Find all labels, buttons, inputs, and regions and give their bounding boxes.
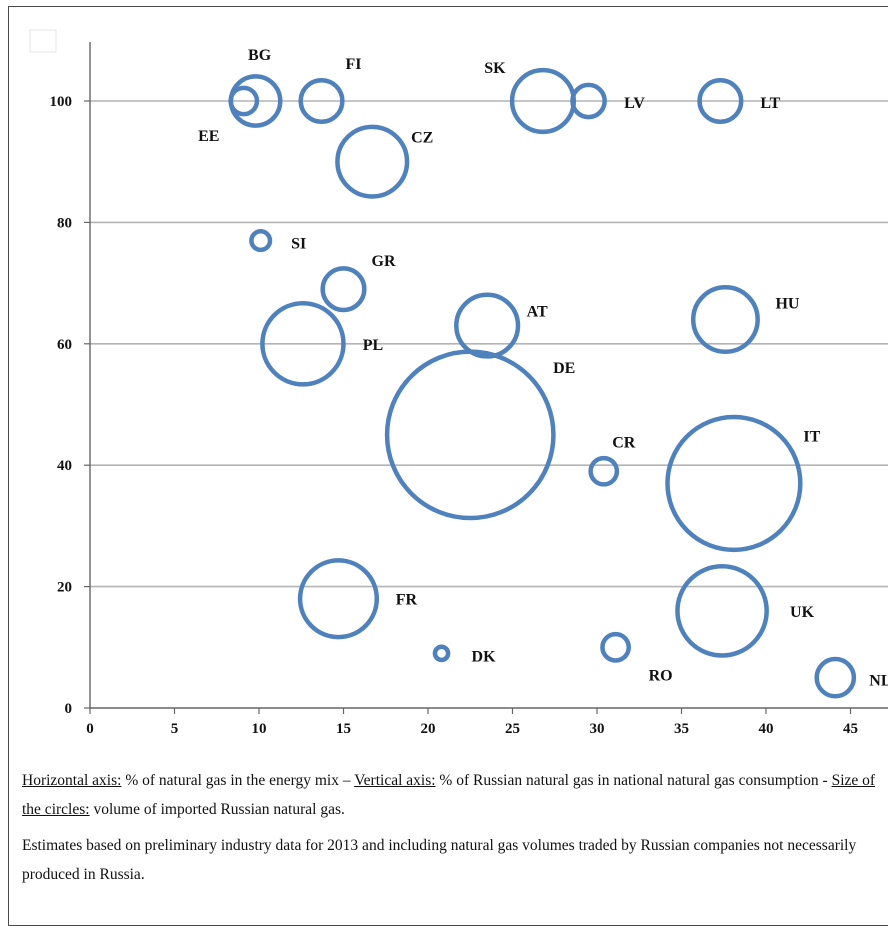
y-tick-label: 100 xyxy=(50,94,73,110)
bubble-label-uk: UK xyxy=(790,604,815,621)
x-tick-label: 45 xyxy=(843,721,858,737)
bubble-label-gr: GR xyxy=(372,253,396,270)
y-tick-label: 60 xyxy=(57,337,72,353)
bubble-label-fr: FR xyxy=(396,592,418,609)
bubble-cz xyxy=(335,124,410,199)
x-tick-label: 20 xyxy=(421,721,436,737)
note-vertical-axis-text: % of Russian natural gas in national nat… xyxy=(435,772,832,789)
bubble-it xyxy=(665,414,803,553)
bubble-label-cz: CZ xyxy=(411,130,433,147)
bubble-label-cr: CR xyxy=(612,434,636,451)
y-tick-label: 80 xyxy=(57,215,72,231)
bubble-gr xyxy=(320,266,367,313)
bubble-label-nl: NL xyxy=(869,673,888,690)
bubble-label-it: IT xyxy=(803,428,820,445)
y-tick-labels: 0 20 40 60 80 100 xyxy=(50,94,73,717)
bubble-label-ro: RO xyxy=(649,667,673,684)
axis-explanation: Horizontal axis: % of natural gas in the… xyxy=(22,766,882,824)
bubble-hu xyxy=(690,285,760,354)
axis-notes: Horizontal axis: % of natural gas in the… xyxy=(22,766,882,889)
bubble-cr xyxy=(588,455,620,487)
note-vertical-axis-label: Vertical axis: xyxy=(354,772,436,789)
bubble-at xyxy=(454,292,521,359)
data-source-note: Estimates based on preliminary industry … xyxy=(22,837,857,883)
x-tick-label: 30 xyxy=(590,721,605,737)
bubble-chart: 0 20 40 60 80 100 0 5 10 15 20 25 30 35 40 45 EE BG FI SK… xyxy=(29,29,888,737)
bubble-labels: EE BG FI SK LV LT CZ SI GR AT HU PL DE CR IT FR UK RO DK NL xyxy=(198,47,888,690)
x-tick-label: 10 xyxy=(252,721,267,737)
bubble-bg xyxy=(228,74,283,128)
x-tick-label: 25 xyxy=(505,721,520,737)
bubble-label-lt: LT xyxy=(760,95,780,112)
axes xyxy=(84,42,888,714)
bubble-label-lv: LV xyxy=(624,95,645,112)
x-tick-label: 40 xyxy=(759,721,774,737)
legend-placeholder-box xyxy=(29,29,57,53)
bubble-nl xyxy=(814,656,857,699)
bubble-label-ee: EE xyxy=(198,128,219,145)
y-tick-label: 40 xyxy=(57,458,72,474)
y-tick-label: 20 xyxy=(57,580,72,596)
bubble-si xyxy=(249,229,273,253)
bubble-uk xyxy=(675,564,769,658)
bubble-label-de: DE xyxy=(553,360,575,377)
bubble-lv xyxy=(570,82,607,120)
bubble-label-hu: HU xyxy=(775,296,799,313)
bubble-label-fi: FI xyxy=(346,56,362,73)
x-tick-label: 5 xyxy=(171,721,179,737)
x-tick-label: 35 xyxy=(674,721,689,737)
x-tick-label: 0 xyxy=(86,721,94,737)
bubbles xyxy=(228,67,857,699)
y-tick-label: 0 xyxy=(65,701,73,717)
bubble-de xyxy=(384,349,556,521)
bubble-label-at: AT xyxy=(527,304,548,321)
bubble-label-dk: DK xyxy=(472,648,497,665)
bubble-pl xyxy=(260,301,346,387)
x-tick-labels: 0 5 10 15 20 25 30 35 40 45 xyxy=(86,721,858,737)
x-tick-label: 15 xyxy=(336,721,351,737)
bubble-label-sk: SK xyxy=(484,60,506,77)
bubble-label-bg: BG xyxy=(248,47,272,64)
bubble-label-si: SI xyxy=(291,236,306,253)
bubble-fr xyxy=(297,558,380,640)
bubble-fi xyxy=(298,77,345,125)
note-horizontal-axis-text: % of natural gas in the energy mix – xyxy=(121,772,355,789)
note-circle-size-label: Size of the circles: xyxy=(22,772,876,818)
bubble-label-pl: PL xyxy=(363,337,383,354)
bubble-ro xyxy=(600,631,631,663)
gridlines xyxy=(90,100,888,588)
note-horizontal-axis-label: Horizontal axis: xyxy=(22,772,122,789)
bubble-dk xyxy=(432,644,451,663)
note-circle-size-text: volume of imported Russian natural gas. xyxy=(89,801,345,818)
bubble-lt xyxy=(697,77,744,125)
